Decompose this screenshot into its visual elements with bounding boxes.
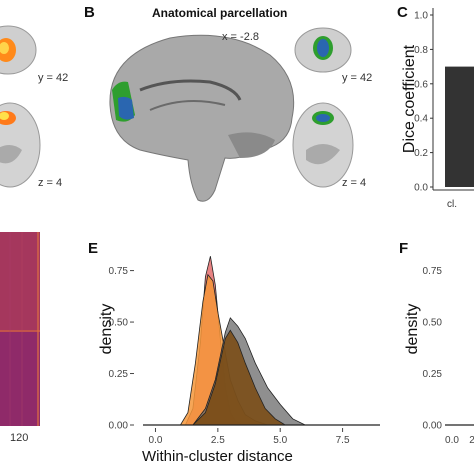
panel-b-sagittal-label: x = -2.8 — [222, 31, 259, 43]
panel-c-ytick-label: 0.2 — [414, 148, 428, 159]
panel-c-letter: C — [397, 4, 408, 21]
panel-c-ylabel: Dice coefficient — [401, 44, 418, 154]
panel-b-letter: B — [84, 4, 95, 21]
panel-c-xtick: cl. — [447, 199, 457, 210]
panel-e-xtick-label: 2.5 — [211, 435, 225, 446]
panel-c-bar-cl — [445, 66, 474, 187]
panel-b-axial-label: z = 4 — [342, 177, 367, 189]
panel-c-ytick-label: 0.4 — [414, 114, 428, 125]
panel-b-sagittal-brain — [109, 34, 295, 202]
panel-f-xtick-label: 2 — [469, 435, 474, 446]
panel-f-ytick-label: 0.75 — [423, 266, 443, 277]
panel-e-density-brown — [192, 329, 287, 426]
panel-e-chart: 0.75 0.50 0.25 0.00 0.0 2.5 5.0 7.5 — [109, 256, 380, 446]
panel-e-ytick-label: 0.00 — [109, 421, 129, 432]
panel-a-axial-brain — [0, 102, 41, 188]
panel-e-xtick-label: 7.5 — [336, 435, 350, 446]
panel-e-ytick-label: 0.75 — [109, 266, 129, 277]
panel-c-ytick-label: 0.6 — [414, 79, 428, 90]
panel-f-letter: F — [399, 240, 409, 257]
panel-e-xtick-label: 5.0 — [273, 435, 287, 446]
panel-e-xlabel: Within-cluster distance — [142, 448, 293, 465]
panel-a-coronal-label: y = 42 — [38, 72, 69, 84]
panel-f-chart: 0.75 0.50 0.25 0.000.0 2 — [423, 266, 474, 446]
panel-f-ytick-label: 0.25 — [423, 369, 443, 380]
panel-c-chart: 1.0 0.8 0.6 0.4 0.2 0.0 — [414, 8, 474, 194]
panel-b-coronal-label: y = 42 — [342, 72, 373, 84]
panel-f-ytick-label: 0.50 — [423, 318, 443, 329]
panel-e-xtick-label: 0.0 — [149, 435, 163, 446]
panel-b-axial-brain — [292, 102, 354, 188]
panel-b-coronal-brain — [294, 27, 352, 73]
panel-f-ylabel: density — [404, 303, 421, 355]
panel-a-heatmap — [0, 232, 40, 426]
panel-e-ylabel: density — [98, 303, 115, 355]
panel-e-letter: E — [88, 240, 99, 257]
panel-c-ytick-label: 0.0 — [414, 183, 428, 194]
panel-f-ytick-label: 0.00 — [423, 421, 443, 432]
panel-c-ytick-label: 0.8 — [414, 45, 428, 56]
panel-a-coronal-brain — [0, 25, 37, 75]
panel-e-ytick-label: 0.25 — [109, 369, 129, 380]
panel-a-heatmap-tick: 120 — [10, 432, 29, 444]
panel-e-ytick-label: 0.50 — [109, 318, 129, 329]
panel-a-axial-label: z = 4 — [38, 177, 63, 189]
panel-b-title: Anatomical parcellation — [152, 6, 288, 20]
panel-c-ytick-label: 1.0 — [414, 11, 428, 22]
panel-f-xtick-label: 0.0 — [445, 435, 459, 446]
